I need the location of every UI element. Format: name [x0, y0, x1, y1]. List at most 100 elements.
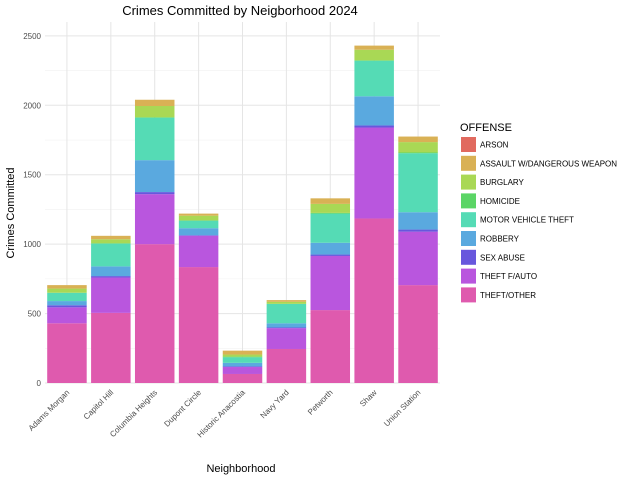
bar-segment [178, 235, 219, 268]
bar-segment [134, 160, 175, 193]
bar-segment [222, 354, 263, 357]
y-tick-label: 1500 [23, 171, 41, 180]
legend-label: ARSON [480, 141, 509, 150]
bar-segment [134, 117, 175, 118]
bar-segment [266, 323, 307, 328]
x-tick-label: Dupont Circle [162, 388, 203, 429]
bar-segment [222, 366, 263, 368]
legend: OFFENSE ARSON ASSAULT W/DANGEROUS WEAPON B… [460, 122, 617, 303]
bar-segment [134, 244, 175, 383]
y-axis-ticks: 0 500 1000 1500 2000 2500 [23, 32, 41, 388]
x-tick-label: Adams Morgan [27, 388, 72, 433]
bar-segment [47, 305, 87, 308]
chart-title: Crimes Committed by Neigborhood 2024 [122, 3, 358, 18]
bar-segment [178, 235, 219, 236]
bar-segment [91, 277, 131, 313]
legend-swatch [461, 193, 476, 209]
bar-segment [91, 276, 131, 278]
bar-segment [354, 125, 394, 128]
bar-segment [178, 228, 219, 236]
bar-segment [310, 213, 351, 243]
y-tick-label: 0 [37, 379, 42, 388]
bar-segment [91, 235, 131, 240]
legend-swatch [461, 155, 476, 171]
legend-swatch [461, 231, 476, 246]
bar-segment [222, 356, 263, 358]
bar-segment [310, 255, 351, 311]
bar-segment [310, 242, 351, 255]
bar-segment [354, 60, 394, 61]
bar-segment [354, 218, 394, 383]
bar-segment [178, 213, 219, 216]
bar-segment [91, 243, 131, 267]
bar-segment [310, 310, 351, 383]
bar-segment [178, 267, 219, 383]
x-tick-label: Capitol Hill [82, 388, 116, 422]
bar-segment [47, 288, 87, 293]
bar-segment [266, 300, 307, 302]
bar-segment [266, 301, 307, 304]
legend-label: ASSAULT W/DANGEROUS WEAPON [480, 159, 617, 168]
bar-segment [354, 127, 394, 219]
bar-segment [266, 327, 307, 329]
legend-swatch [461, 212, 476, 228]
legend-swatch [461, 268, 476, 284]
y-tick-label: 500 [28, 310, 42, 319]
legend-label: ROBBERY [480, 235, 520, 244]
bar-segment [354, 49, 394, 61]
bar-segment [398, 142, 438, 153]
legend-title: OFFENSE [460, 122, 512, 134]
bar-segment [134, 99, 175, 107]
bar-segment [310, 254, 351, 256]
bar-segment [222, 373, 263, 383]
bar-segment [398, 136, 438, 143]
bar-segment [310, 198, 351, 204]
bar-segment [134, 192, 175, 195]
bar-segment [398, 152, 438, 154]
bar-segment [310, 212, 351, 214]
y-tick-label: 1000 [23, 240, 41, 249]
bar-segment [47, 307, 87, 324]
bar-segment [178, 215, 219, 221]
x-axis-title: Neighborhood [206, 463, 275, 475]
bar-segment [47, 323, 87, 383]
bar-segment [310, 203, 351, 213]
bar-segment [91, 312, 131, 383]
bar-segment [134, 106, 175, 118]
bar-segment [91, 239, 131, 244]
x-tick-label: Historic Anacostia [196, 388, 248, 440]
bar-segment [222, 367, 263, 374]
bar-segment [398, 229, 438, 232]
y-tick-label: 2500 [23, 32, 41, 41]
y-axis-title: Crimes Committed [5, 167, 17, 258]
bar-segment [47, 285, 87, 289]
legend-label: THEFT F/AUTO [480, 272, 537, 281]
bar-segment [354, 45, 394, 50]
bar-segment [222, 350, 263, 355]
x-tick-label: Petworth [306, 388, 335, 417]
bar-segment [47, 292, 87, 302]
bar-segment [266, 348, 307, 383]
bar-segment [354, 60, 394, 97]
legend-swatch [461, 174, 476, 190]
legend-swatch [461, 287, 476, 303]
bar-segment [134, 194, 175, 245]
bar-segment [398, 212, 438, 230]
bars [47, 45, 438, 383]
legend-label: HOMICIDE [480, 197, 520, 206]
bar-segment [266, 328, 307, 349]
legend-swatch [461, 249, 476, 265]
bar-segment [178, 220, 219, 229]
bar-segment [222, 357, 263, 363]
x-tick-label: Navy Yard [259, 388, 291, 420]
legend-label: BURGLARY [480, 178, 525, 187]
bar-segment [354, 96, 394, 126]
x-tick-label: Columbia Heights [108, 388, 159, 439]
legend-label: THEFT/OTHER [480, 291, 536, 300]
bar-segment [47, 301, 87, 306]
bar-segment [398, 285, 438, 383]
x-tick-label: Shaw [358, 388, 379, 409]
bar-segment [91, 266, 131, 277]
bar-segment [266, 303, 307, 324]
